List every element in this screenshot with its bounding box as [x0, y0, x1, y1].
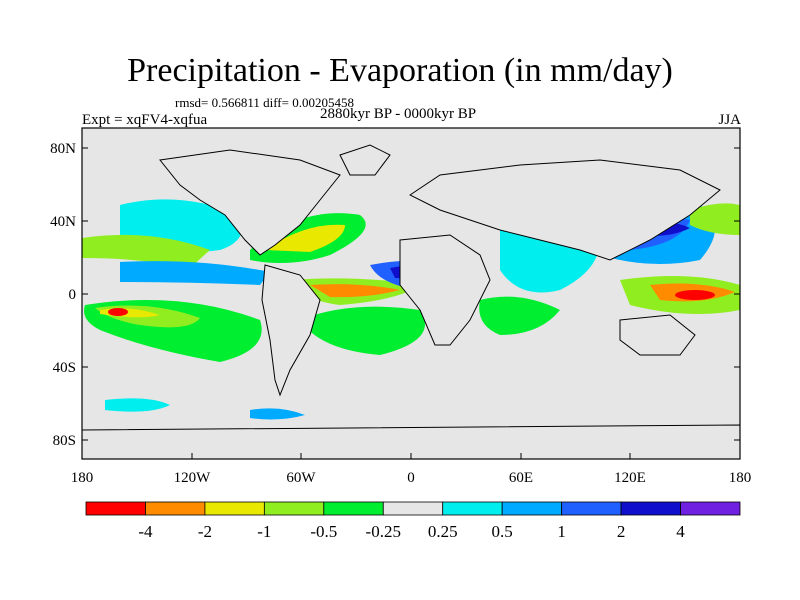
colorbar-swatch: [501, 501, 563, 516]
lon-tick-180e: 180: [729, 470, 752, 486]
colorbar-swatch: [382, 501, 444, 516]
greenland: [339, 144, 391, 176]
patch-twpac-red: [675, 290, 715, 300]
colorbar-swatch: [145, 501, 206, 516]
lon-tick-120w: 120W: [174, 470, 212, 486]
colorbar: -4 -2 -1 -0.5 -0.25 0.25 0.5 1 2 4: [85, 501, 741, 541]
colorbar-label: 0.25: [428, 522, 458, 541]
lon-tick-180w: 180: [71, 470, 94, 486]
patch-trop-pac-blue: [120, 261, 270, 285]
patch-nepac-green: [690, 203, 740, 235]
lon-tick-120e: 120E: [614, 470, 646, 486]
colorbar-swatch: [204, 501, 265, 516]
map-panel: [81, 127, 741, 460]
colorbar-label: 1: [557, 522, 566, 541]
patch-itcz-orange: [310, 284, 400, 298]
colorbar-label: -4: [138, 522, 153, 541]
colorbar-label: -1: [257, 522, 271, 541]
eurasia: [409, 159, 721, 261]
lon-tick-60w: 60W: [286, 470, 316, 486]
africa: [399, 234, 491, 346]
lat-tick-40s: 40S: [53, 360, 76, 376]
experiment-label: Expt = xqFV4-xqfua: [82, 112, 208, 128]
lat-tick-80s: 80S: [53, 433, 76, 449]
colorbar-label: 2: [617, 522, 626, 541]
coastlines: [81, 144, 741, 460]
lat-tick-40n: 40N: [50, 214, 76, 230]
colorbar-swatch: [680, 501, 741, 516]
patch-natl-yellow: [265, 224, 345, 252]
patch-spac-red: [108, 308, 128, 316]
patch-indian-green: [479, 296, 560, 335]
lon-tick-0: 0: [407, 470, 415, 486]
patch-satl-green: [300, 306, 425, 355]
lat-tick-0: 0: [69, 287, 77, 303]
season-label: JJA: [718, 112, 741, 128]
colorbar-label: -0.5: [310, 522, 337, 541]
colorbar-label: 0.5: [492, 522, 513, 541]
patch-epac-green: [82, 234, 210, 268]
colorbar-swatch: [323, 501, 384, 516]
colorbar-label: -2: [198, 522, 212, 541]
colorbar-swatch: [263, 501, 325, 516]
period-label: 2880kyr BP - 0000kyr BP: [320, 106, 477, 122]
colorbar-swatch: [85, 501, 146, 516]
lon-tick-60e: 60E: [509, 470, 533, 486]
north-america: [159, 149, 341, 256]
lat-tick-80n: 80N: [50, 141, 76, 157]
colorbar-label: 4: [676, 522, 685, 541]
australia: [619, 314, 696, 356]
lon-axis: 180 120W 60W 0 60E 120E 180: [71, 453, 752, 486]
plot-title: Precipitation - Evaporation (in mm/day): [127, 52, 673, 89]
colorbar-swatch: [442, 501, 503, 516]
lat-axis: 80N 40N 0 40S 80S: [50, 141, 740, 449]
patch-so-cyan-1: [105, 398, 170, 412]
colorbar-swatch: [561, 501, 622, 516]
south-america: [261, 264, 321, 397]
colorbar-label: -0.25: [366, 522, 401, 541]
patch-so-blue: [250, 408, 305, 420]
colorbar-swatch: [620, 501, 681, 516]
rmsd-diff-stats: rmsd= 0.566811 diff= 0.00205458: [175, 95, 354, 110]
